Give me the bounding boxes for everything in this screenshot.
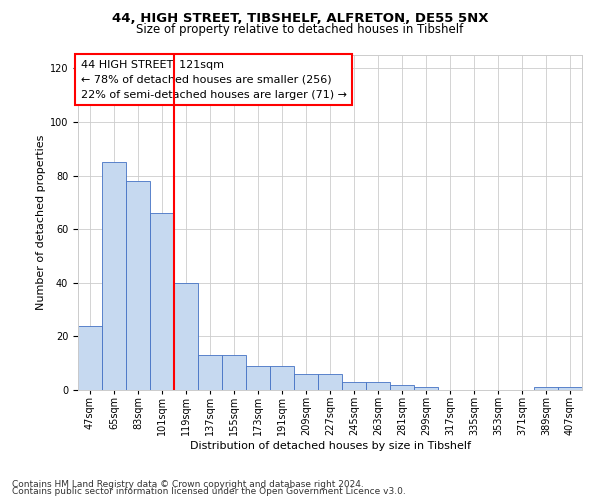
Bar — [342, 382, 366, 390]
Bar — [126, 181, 150, 390]
Text: Contains HM Land Registry data © Crown copyright and database right 2024.: Contains HM Land Registry data © Crown c… — [12, 480, 364, 489]
Bar — [198, 355, 222, 390]
Bar — [294, 374, 318, 390]
Y-axis label: Number of detached properties: Number of detached properties — [35, 135, 46, 310]
Bar — [174, 283, 198, 390]
Bar — [318, 374, 342, 390]
Bar — [78, 326, 102, 390]
Text: 44, HIGH STREET, TIBSHELF, ALFRETON, DE55 5NX: 44, HIGH STREET, TIBSHELF, ALFRETON, DE5… — [112, 12, 488, 26]
X-axis label: Distribution of detached houses by size in Tibshelf: Distribution of detached houses by size … — [190, 440, 470, 450]
Text: Contains public sector information licensed under the Open Government Licence v3: Contains public sector information licen… — [12, 488, 406, 496]
Text: Size of property relative to detached houses in Tibshelf: Size of property relative to detached ho… — [136, 22, 464, 36]
Bar — [102, 162, 126, 390]
Bar — [414, 388, 438, 390]
Text: 44 HIGH STREET: 121sqm
← 78% of detached houses are smaller (256)
22% of semi-de: 44 HIGH STREET: 121sqm ← 78% of detached… — [80, 60, 347, 100]
Bar — [150, 213, 174, 390]
Bar — [246, 366, 270, 390]
Bar — [270, 366, 294, 390]
Bar — [366, 382, 390, 390]
Bar — [390, 384, 414, 390]
Bar — [222, 355, 246, 390]
Bar — [534, 388, 558, 390]
Bar — [558, 388, 582, 390]
